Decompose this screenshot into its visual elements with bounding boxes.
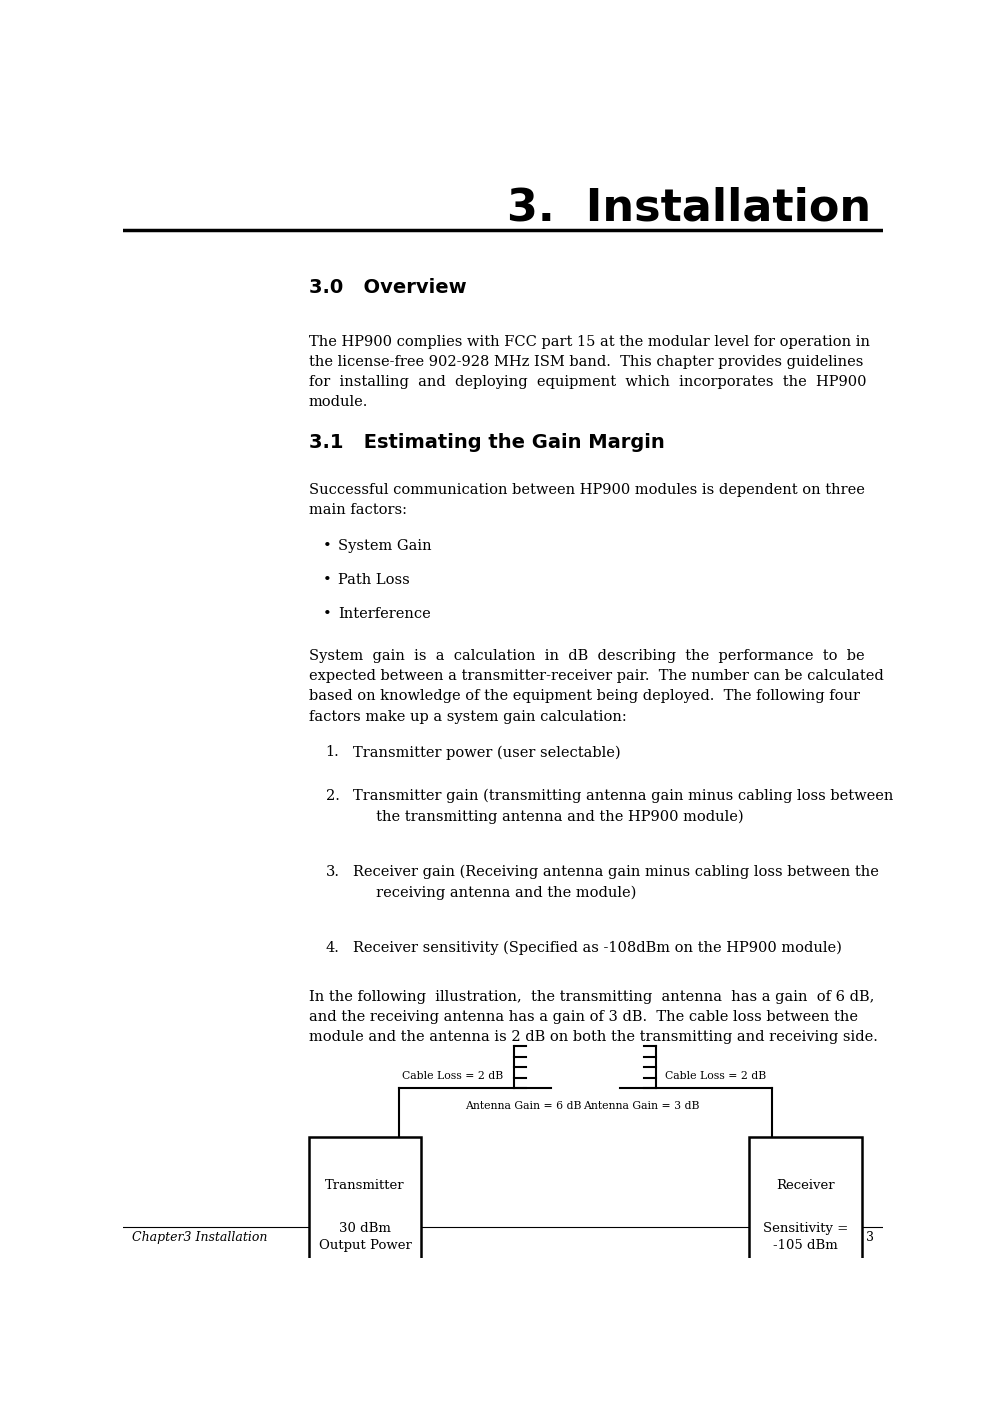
Text: Receiver sensitivity (Specified as -108dBm on the HP900 module): Receiver sensitivity (Specified as -108d…: [353, 941, 842, 955]
Text: Transmitter power (user selectable): Transmitter power (user selectable): [353, 745, 621, 760]
Text: Sensitivity =
-105 dBm: Sensitivity = -105 dBm: [762, 1222, 848, 1252]
Text: System  gain  is  a  calculation  in  dB  describing  the  performance  to  be
e: System gain is a calculation in dB descr…: [309, 650, 884, 723]
Text: Path Loss: Path Loss: [337, 574, 409, 588]
Bar: [749, 1137, 861, 1289]
Text: Transmitter gain (transmitting antenna gain minus cabling loss between
     the : Transmitter gain (transmitting antenna g…: [353, 788, 894, 824]
Text: System Gain: System Gain: [337, 540, 432, 554]
Text: In the following  illustration,  the transmitting  antenna  has a gain  of 6 dB,: In the following illustration, the trans…: [309, 991, 878, 1044]
Bar: [309, 1137, 422, 1289]
Text: 3.  Installation: 3. Installation: [507, 187, 871, 229]
Text: •: •: [323, 608, 332, 620]
Text: Transmitter: Transmitter: [326, 1180, 405, 1193]
Text: Successful communication between HP900 modules is dependent on three
main factor: Successful communication between HP900 m…: [309, 483, 865, 517]
Text: 30 dBm
Output Power: 30 dBm Output Power: [319, 1222, 412, 1252]
Text: 3.0   Overview: 3.0 Overview: [309, 278, 467, 297]
Text: Interference: Interference: [337, 608, 431, 620]
Text: •: •: [323, 540, 332, 554]
Text: Antenna Gain = 6 dB: Antenna Gain = 6 dB: [465, 1101, 582, 1111]
Text: 4.: 4.: [326, 941, 339, 955]
Text: The HP900 complies with FCC part 15 at the modular level for operation in
the li: The HP900 complies with FCC part 15 at t…: [309, 335, 870, 410]
Text: Antenna Gain = 3 dB: Antenna Gain = 3 dB: [583, 1101, 699, 1111]
Text: •: •: [323, 574, 332, 588]
Text: 3.1   Estimating the Gain Margin: 3.1 Estimating the Gain Margin: [309, 432, 665, 452]
Text: Cable Loss = 2 dB: Cable Loss = 2 dB: [665, 1071, 766, 1081]
Text: 1.: 1.: [326, 745, 339, 759]
Text: 2.: 2.: [326, 788, 339, 803]
Text: 3.: 3.: [326, 865, 339, 879]
Text: Cable Loss = 2 dB: Cable Loss = 2 dB: [402, 1071, 503, 1081]
Text: 3: 3: [866, 1232, 874, 1245]
Text: Chapter3 Installation: Chapter3 Installation: [131, 1232, 267, 1245]
Text: Receiver gain (Receiving antenna gain minus cabling loss between the
     receiv: Receiver gain (Receiving antenna gain mi…: [353, 865, 879, 900]
Text: Receiver: Receiver: [776, 1180, 835, 1193]
